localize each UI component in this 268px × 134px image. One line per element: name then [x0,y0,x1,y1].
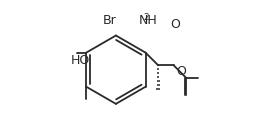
Text: 2: 2 [144,13,149,22]
Text: O: O [170,18,180,31]
Text: NH: NH [139,14,157,27]
Text: O: O [177,65,187,78]
Text: Br: Br [102,14,116,27]
Text: HO: HO [70,54,90,68]
